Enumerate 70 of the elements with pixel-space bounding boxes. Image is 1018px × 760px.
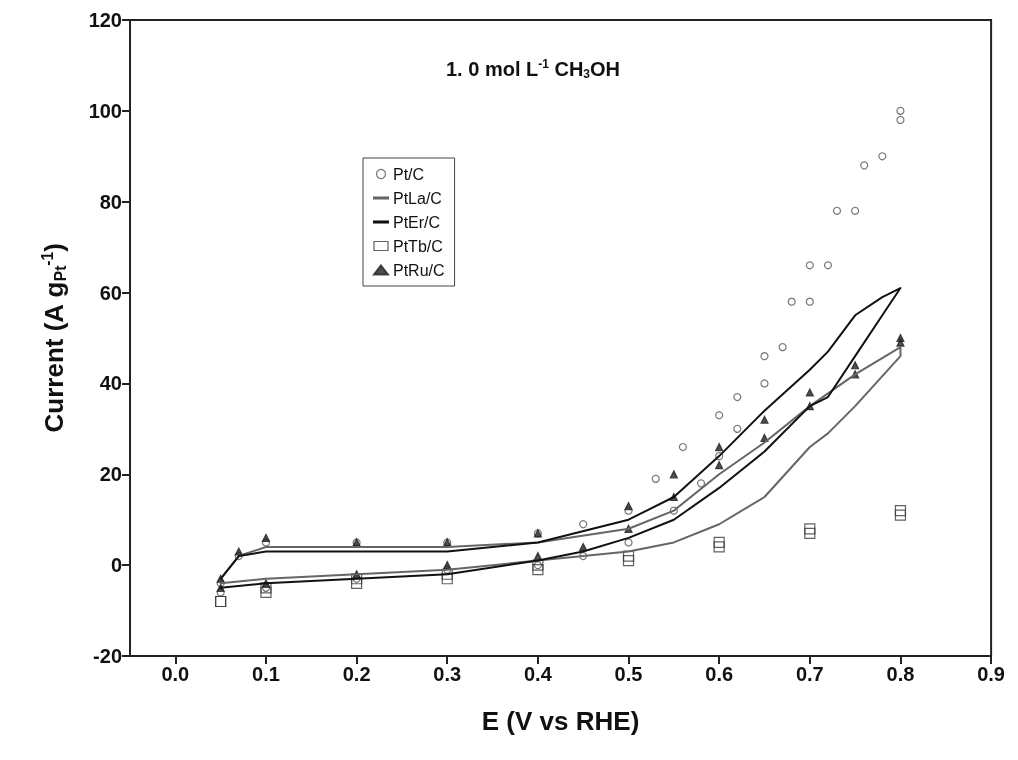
point [579,551,588,561]
point [733,424,742,433]
point [696,479,706,488]
point [896,338,905,347]
point [860,161,869,170]
point [896,106,905,115]
point [715,461,724,470]
y-tick-label: 0 [110,554,122,577]
x-axis-title: E (V vs RHE) [481,706,640,736]
x-tick-label: 0.8 [886,663,915,685]
point [851,361,860,370]
legend-label: PtEr/C [393,213,441,231]
point [261,533,271,542]
y-tick-label: -20 [93,645,122,667]
x-tick-label: 0.1 [252,663,280,685]
point [760,415,769,424]
y-axis-title: Current (A gPt-1) [38,243,69,433]
point [579,542,588,552]
point [878,152,887,161]
legend-label: PtLa/C [393,189,442,207]
point [260,586,272,598]
legend-label: PtTb/C [393,237,443,255]
y-tick-label: 20 [99,463,122,486]
point [760,379,769,388]
y-tick-label: 40 [99,372,122,395]
point [823,261,833,270]
x-tick-label: 0.7 [795,663,824,685]
x-tick-label: 0.4 [523,663,553,685]
point [805,297,814,306]
x-tick-label: 0.6 [705,663,734,685]
point [805,261,814,270]
point [624,538,633,547]
y-tick-label: 60 [99,281,122,304]
x-tick-label: 0.2 [342,663,371,685]
point [622,555,635,567]
y-tick-label: 120 [88,9,122,31]
x-tick-label: 0.9 [977,663,1005,685]
legend-label: Pt/C [393,165,425,183]
point [622,550,635,562]
point [733,392,742,402]
x-tick-label: 0.0 [161,663,190,685]
point [894,505,907,517]
point [713,541,725,553]
point [678,442,688,452]
point [778,342,787,352]
point [715,452,724,461]
point [787,297,796,306]
point [851,206,860,215]
legend-label: PtRu/C [393,261,445,279]
point [713,536,725,549]
point [896,115,905,125]
point [532,564,544,576]
point [715,411,724,420]
point [805,388,814,397]
point [651,474,660,483]
point [669,506,678,515]
point [234,547,243,556]
point [894,509,907,521]
point [760,352,769,361]
point [579,520,588,529]
y-tick-label: 80 [99,190,122,213]
x-tick-label: 0.3 [433,663,462,685]
point [804,527,816,539]
y-tick-label: 100 [88,99,122,122]
point [669,470,678,479]
point [804,523,816,535]
point [624,501,633,511]
x-tick-label: 0.5 [614,663,643,685]
point [832,206,842,215]
point [715,442,724,452]
